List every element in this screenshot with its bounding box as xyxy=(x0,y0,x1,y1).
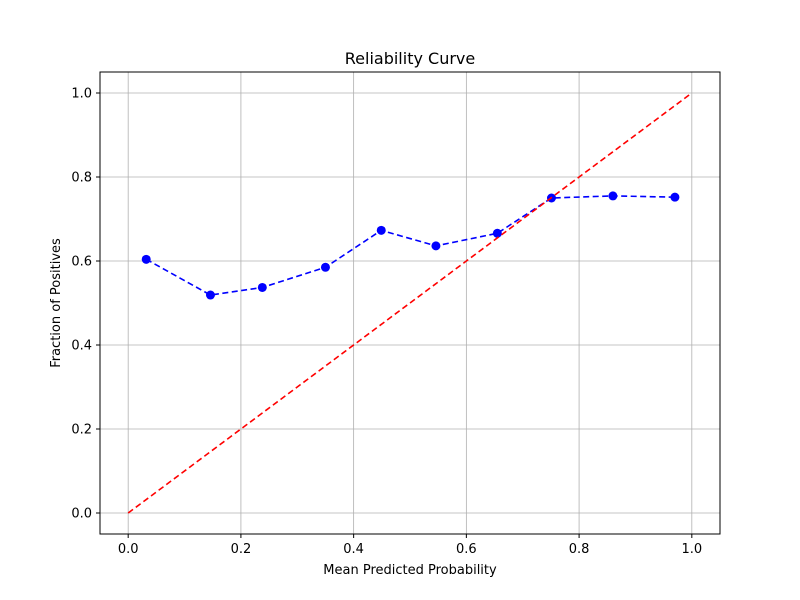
calibration-point xyxy=(257,282,267,292)
x-tick-label: 0.0 xyxy=(118,542,139,557)
calibration-point xyxy=(376,225,386,235)
perfect-calibration-line xyxy=(127,92,693,514)
x-tick-label: 0.2 xyxy=(231,542,252,557)
x-tick-label: 0.6 xyxy=(456,542,477,557)
y-axis-label: Fraction of Positives xyxy=(49,238,64,368)
y-tick-label: 0.4 xyxy=(71,339,92,354)
plot-frame xyxy=(99,71,721,535)
y-tick-label: 0.0 xyxy=(71,507,92,522)
calibration-series-line xyxy=(145,195,675,296)
x-tick-label: 1.0 xyxy=(681,542,702,557)
calibration-point xyxy=(492,228,502,238)
calibration-point xyxy=(141,254,151,264)
y-tick-label: 1.0 xyxy=(71,87,92,102)
y-tick-label: 0.2 xyxy=(71,423,92,438)
axis-ticks: 0.0 0.2 0.4 0.6 0.8 1.0 0.0 0.2 0.4 0.6 0.8 1.0 xyxy=(71,87,702,558)
calibration-point xyxy=(608,191,618,201)
x-tick-label: 0.8 xyxy=(569,542,590,557)
series-layer xyxy=(127,92,693,514)
x-axis-label: Mean Predicted Probability xyxy=(323,563,497,578)
y-tick-label: 0.6 xyxy=(71,255,92,270)
x-tick-label: 0.4 xyxy=(343,542,364,557)
chart-title: Reliability Curve xyxy=(345,49,475,68)
y-tick-label: 0.8 xyxy=(71,171,92,186)
calibration-point xyxy=(205,290,215,300)
calibration-point xyxy=(670,192,680,202)
calibration-point xyxy=(431,241,441,251)
grid-lines xyxy=(100,72,720,534)
calibration-point xyxy=(320,262,330,272)
